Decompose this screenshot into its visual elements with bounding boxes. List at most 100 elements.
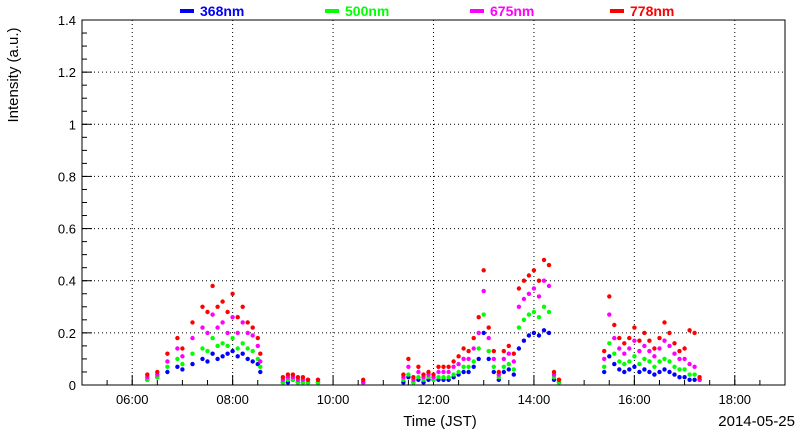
data-point bbox=[531, 268, 537, 273]
data-point bbox=[672, 341, 677, 346]
data-point bbox=[642, 356, 647, 362]
data-point bbox=[255, 335, 260, 341]
data-point bbox=[607, 294, 612, 299]
data-point bbox=[526, 333, 532, 338]
data-point bbox=[516, 346, 522, 351]
data-point bbox=[531, 330, 537, 336]
data-point bbox=[647, 348, 652, 354]
data-point bbox=[657, 369, 662, 375]
data-point bbox=[235, 354, 240, 359]
data-point bbox=[511, 351, 516, 356]
data-point bbox=[602, 356, 607, 362]
data-point bbox=[491, 356, 496, 362]
legend: 368nm 500nm 675nm 778nm bbox=[180, 3, 674, 19]
data-point bbox=[546, 330, 552, 336]
data-point bbox=[436, 364, 441, 369]
data-point bbox=[662, 338, 667, 343]
data-point bbox=[180, 346, 185, 351]
data-point bbox=[180, 354, 185, 359]
y-tick-label: 0.6 bbox=[58, 222, 76, 237]
data-point bbox=[607, 312, 612, 317]
data-point bbox=[476, 315, 481, 320]
data-point bbox=[501, 364, 506, 369]
data-point bbox=[506, 367, 511, 372]
data-point bbox=[486, 348, 491, 354]
data-point bbox=[672, 351, 677, 356]
data-point bbox=[612, 361, 617, 367]
data-point bbox=[677, 375, 682, 380]
data-point bbox=[165, 359, 170, 364]
data-point bbox=[210, 283, 215, 289]
data-point bbox=[315, 377, 321, 382]
data-point bbox=[682, 346, 687, 351]
grid bbox=[82, 20, 785, 385]
data-point bbox=[637, 361, 642, 367]
x-axis-label: Time (JST) bbox=[403, 413, 477, 430]
data-point bbox=[506, 351, 511, 356]
data-point bbox=[682, 375, 687, 380]
data-point bbox=[476, 356, 481, 362]
data-point bbox=[617, 346, 622, 351]
data-point bbox=[200, 356, 205, 362]
legend-label: 500nm bbox=[345, 3, 389, 19]
data-point bbox=[165, 369, 170, 375]
data-point bbox=[667, 359, 672, 364]
data-point bbox=[451, 359, 456, 364]
data-point bbox=[692, 330, 697, 336]
data-point bbox=[546, 262, 552, 268]
data-point bbox=[687, 361, 692, 367]
data-point bbox=[672, 364, 677, 369]
data-point bbox=[511, 372, 516, 377]
data-point bbox=[200, 346, 205, 351]
data-point bbox=[612, 351, 617, 356]
data-point bbox=[240, 351, 245, 356]
data-point bbox=[652, 372, 657, 377]
data-point bbox=[205, 359, 210, 364]
y-tick-label: 1.2 bbox=[58, 65, 76, 80]
data-point bbox=[672, 372, 677, 377]
data-point bbox=[235, 315, 240, 320]
data-point bbox=[230, 335, 235, 341]
data-point bbox=[406, 356, 411, 362]
data-point bbox=[546, 283, 552, 289]
data-point bbox=[687, 328, 692, 333]
data-point bbox=[516, 325, 522, 330]
data-point bbox=[501, 369, 506, 375]
data-point bbox=[481, 330, 486, 336]
data-point bbox=[692, 377, 697, 382]
data-point bbox=[481, 268, 486, 273]
legend-label: 778nm bbox=[630, 3, 674, 19]
data-point bbox=[245, 320, 250, 325]
x-tick-label: 08:00 bbox=[216, 392, 249, 407]
data-point bbox=[486, 335, 491, 341]
legend-label: 675nm bbox=[490, 3, 534, 19]
data-point bbox=[647, 369, 652, 375]
data-point bbox=[220, 320, 225, 325]
data-point bbox=[431, 372, 436, 377]
data-point bbox=[521, 338, 527, 343]
data-point bbox=[622, 341, 627, 346]
data-point bbox=[180, 367, 185, 372]
data-point bbox=[250, 333, 255, 338]
data-point bbox=[501, 348, 506, 354]
data-point bbox=[426, 369, 431, 375]
data-point bbox=[245, 356, 250, 362]
y-tick-label: 0.2 bbox=[58, 326, 76, 341]
data-point bbox=[546, 309, 552, 315]
data-point bbox=[190, 320, 195, 325]
data-point bbox=[677, 367, 682, 372]
data-point bbox=[526, 273, 532, 278]
data-point bbox=[300, 375, 306, 380]
data-point bbox=[692, 372, 697, 377]
y-tick-label: 0.8 bbox=[58, 169, 76, 184]
data-point bbox=[215, 356, 220, 362]
data-point bbox=[466, 356, 471, 362]
data-point bbox=[632, 325, 637, 330]
data-point bbox=[526, 312, 532, 317]
data-point bbox=[541, 328, 547, 333]
data-point bbox=[536, 294, 542, 299]
data-point bbox=[602, 364, 607, 369]
data-point bbox=[677, 348, 682, 354]
data-point bbox=[441, 369, 446, 375]
